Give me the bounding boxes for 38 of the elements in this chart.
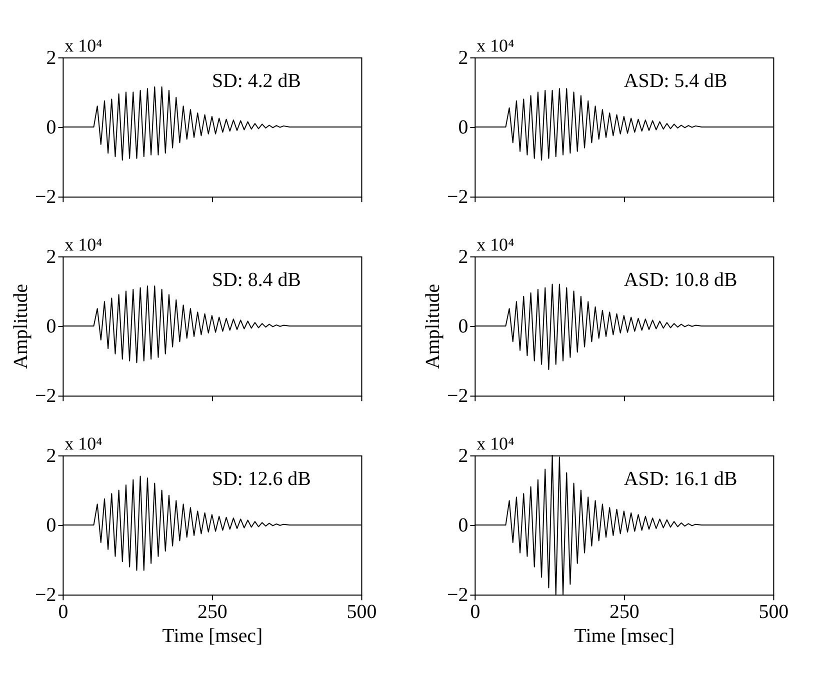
text: x 10⁴ [476,234,514,254]
x-tick-label: 250 [610,601,640,624]
text: x 10⁴ [64,35,102,56]
text: x 10⁴ [476,433,514,454]
annotation: SD: 12.6 dB [212,468,311,490]
text: x 10⁴ [64,433,102,454]
x-axis-title: Time [msec] [574,624,675,647]
y-tick-label: 2 [46,444,56,467]
y-tick-label: 0 [458,116,468,138]
y-tick-label: 2 [458,444,468,467]
x-tick-label: 500 [758,601,789,624]
y-axis-title: Amplitude [422,284,444,370]
text: x 10⁴ [64,234,102,254]
y-tick-label: −2 [35,186,56,208]
y-tick-label: 2 [46,46,56,69]
annotation: SD: 4.2 dB [212,70,301,92]
y-tick-label: −2 [35,584,56,606]
annotation: SD: 8.4 dB [212,269,301,291]
y-tick-label: 0 [46,315,56,338]
y-axis-title: Amplitude [10,284,32,370]
annotation: ASD: 16.1 dB [624,468,738,490]
y-tick-label: 0 [46,514,56,536]
x-axis-title: Time [msec] [162,624,263,647]
y-tick-label: 0 [458,514,468,536]
y-tick-label: 0 [458,315,468,338]
x-tick-label: 500 [346,601,377,624]
annotation: ASD: 10.8 dB [624,269,738,291]
y-tick-label: 2 [458,46,468,69]
y-tick-label: −2 [447,584,468,606]
x-tick-label: 250 [198,601,228,624]
y-tick-label: −2 [35,385,56,408]
y-tick-label: −2 [447,186,468,208]
y-tick-label: −2 [447,385,468,408]
y-tick-label: 2 [46,246,56,268]
text: x 10⁴ [476,35,514,56]
annotation: ASD: 5.4 dB [624,70,728,92]
y-tick-label: 2 [458,246,468,268]
y-tick-label: 0 [46,116,56,138]
